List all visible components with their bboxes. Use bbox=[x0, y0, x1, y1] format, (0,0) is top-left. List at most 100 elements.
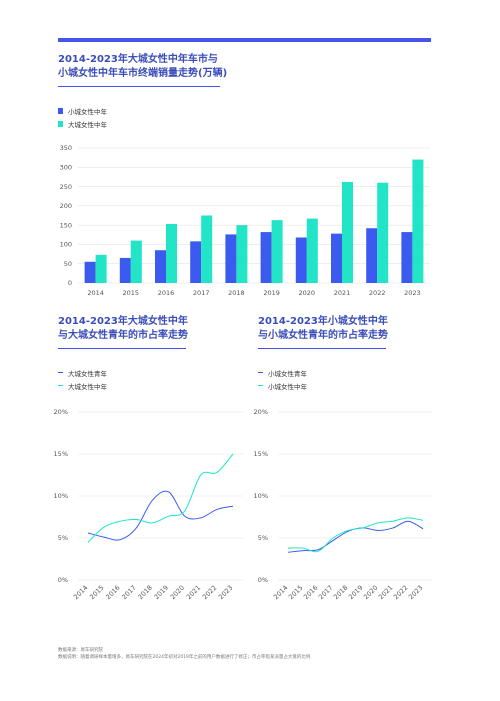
bar-chart-title-line2: 小城女性中年车市终端销量走势(万辆) bbox=[58, 68, 228, 79]
series-line-middle-age bbox=[287, 517, 424, 553]
y-tick-label: 50 bbox=[64, 260, 72, 268]
y-tick-label: 150 bbox=[60, 221, 72, 229]
y-tick-label: 10% bbox=[54, 492, 68, 500]
x-tick-label: 2016 bbox=[104, 584, 121, 601]
bar-small-city-2021 bbox=[331, 233, 342, 283]
x-tick-label: 2019 bbox=[347, 584, 364, 601]
x-tick-label: 2017 bbox=[120, 584, 137, 601]
left-line-chart-title: 2014-2023年大城女性中年 与大城女性青年的市占率走势 bbox=[58, 315, 188, 343]
x-tick-label: 2014 bbox=[87, 289, 104, 297]
bar-big-city-2014 bbox=[95, 254, 107, 283]
x-tick-label: 2021 bbox=[377, 584, 394, 601]
left-title-line1: 2014-2023年大城女性中年 bbox=[58, 316, 188, 327]
footnote-notes: 数据说明：随着调研样本量增多，易车研究院在2024年初对2019年之前的用户数据… bbox=[58, 655, 311, 660]
bar-small-city-2022 bbox=[366, 228, 378, 283]
series-line-youth bbox=[87, 490, 234, 541]
legend-label: 小城女性中年 bbox=[68, 107, 107, 116]
x-tick-label: 2018 bbox=[228, 289, 245, 297]
bar-big-city-2021 bbox=[342, 181, 353, 283]
x-tick-label: 2015 bbox=[123, 289, 140, 297]
x-tick-label: 2015 bbox=[287, 584, 304, 601]
y-tick-label: 5% bbox=[258, 534, 268, 542]
bar-small-city-2017 bbox=[190, 241, 202, 283]
y-tick-label: 20% bbox=[254, 408, 268, 416]
y-tick-label: 350 bbox=[60, 144, 72, 152]
bar-big-city-2022 bbox=[377, 182, 389, 283]
bar-title-underline bbox=[58, 86, 220, 87]
legend-item: 大城女性中年 bbox=[58, 117, 107, 130]
legend-swatch bbox=[58, 120, 63, 127]
bar-big-city-2020 bbox=[306, 218, 318, 283]
x-tick-label: 2019 bbox=[153, 584, 170, 601]
legend-label: 大城女性青年 bbox=[68, 369, 107, 378]
legend-swatch bbox=[258, 372, 263, 373]
x-tick-label: 2019 bbox=[263, 289, 280, 297]
x-tick-label: 2023 bbox=[407, 584, 424, 601]
bar-small-city-2014 bbox=[84, 261, 96, 283]
left-title-line2: 与大城女性青年的市占率走势 bbox=[58, 330, 188, 341]
bar-small-city-2018 bbox=[225, 234, 237, 283]
x-tick-label: 2022 bbox=[392, 584, 409, 601]
bar-chart-title-line1: 2014-2023年大城女性中年车市与 bbox=[58, 54, 218, 65]
bar-big-city-2018 bbox=[236, 225, 248, 283]
legend-label: 小城女性中年 bbox=[268, 382, 307, 391]
bar-big-city-2016 bbox=[166, 223, 177, 283]
bar-small-city-2019 bbox=[260, 232, 272, 283]
x-tick-label: 2014 bbox=[272, 584, 289, 601]
right-line-chart-title: 2014-2023年小城女性中年 与小城女性青年的市占率走势 bbox=[258, 315, 388, 343]
y-tick-label: 15% bbox=[54, 450, 68, 458]
legend-item: 大城女性中年 bbox=[58, 379, 107, 392]
right-title-line2: 与小城女性青年的市占率走势 bbox=[258, 330, 388, 341]
legend-item: 小城女性青年 bbox=[258, 366, 307, 379]
legend-swatch bbox=[58, 107, 63, 114]
y-tick-label: 0 bbox=[68, 279, 72, 287]
x-tick-label: 2023 bbox=[404, 289, 421, 297]
y-tick-label: 15% bbox=[254, 450, 268, 458]
legend-swatch bbox=[58, 385, 63, 386]
bar-big-city-2017 bbox=[201, 215, 213, 283]
right-legend: 小城女性青年 小城女性中年 bbox=[258, 366, 307, 392]
y-tick-label: 0% bbox=[258, 576, 268, 584]
x-tick-label: 2015 bbox=[88, 584, 105, 601]
legend-item: 小城女性中年 bbox=[258, 379, 307, 392]
legend-label: 大城女性中年 bbox=[68, 382, 107, 391]
series-line-middle-age bbox=[87, 453, 234, 543]
bar-small-city-2016 bbox=[155, 250, 166, 283]
left-title-underline bbox=[58, 348, 186, 349]
y-tick-label: 5% bbox=[58, 534, 68, 542]
x-tick-label: 2020 bbox=[169, 584, 186, 601]
bar-chart-title: 2014-2023年大城女性中年车市与 小城女性中年车市终端销量走势(万辆) bbox=[58, 53, 227, 81]
bar-legend: 小城女性中年 大城女性中年 bbox=[58, 104, 107, 130]
legend-swatch bbox=[258, 385, 263, 386]
x-tick-label: 2016 bbox=[302, 584, 319, 601]
y-tick-label: 10% bbox=[254, 492, 268, 500]
x-tick-label: 2022 bbox=[201, 584, 218, 601]
bar-small-city-2015 bbox=[119, 257, 131, 283]
y-tick-label: 20% bbox=[54, 408, 68, 416]
y-tick-label: 250 bbox=[60, 183, 72, 191]
x-tick-label: 2020 bbox=[362, 584, 379, 601]
x-tick-label: 2018 bbox=[332, 584, 349, 601]
legend-label: 小城女性青年 bbox=[268, 369, 307, 378]
series-line-youth bbox=[287, 520, 424, 553]
y-tick-label: 200 bbox=[60, 202, 72, 210]
y-tick-label: 0% bbox=[58, 576, 68, 584]
bar-big-city-2023 bbox=[412, 159, 424, 283]
x-tick-label: 2014 bbox=[72, 584, 89, 601]
legend-item: 大城女性青年 bbox=[58, 366, 107, 379]
x-tick-label: 2017 bbox=[317, 584, 334, 601]
right-title-line1: 2014-2023年小城女性中年 bbox=[258, 316, 388, 327]
y-tick-label: 300 bbox=[60, 163, 72, 171]
x-tick-label: 2018 bbox=[137, 584, 154, 601]
footnote-source: 数据来源：易车研究院 bbox=[58, 648, 103, 653]
x-tick-label: 2017 bbox=[193, 289, 210, 297]
x-tick-label: 2016 bbox=[158, 289, 175, 297]
x-tick-label: 2021 bbox=[185, 584, 202, 601]
y-tick-label: 100 bbox=[60, 241, 72, 249]
legend-swatch bbox=[58, 372, 63, 373]
x-tick-label: 2022 bbox=[369, 289, 386, 297]
bar-big-city-2015 bbox=[130, 240, 142, 283]
x-tick-label: 2021 bbox=[334, 289, 351, 297]
bar-small-city-2020 bbox=[295, 237, 307, 283]
